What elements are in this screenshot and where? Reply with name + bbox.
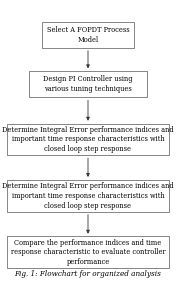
Text: Compare the performance indices and time
response characteristic to evaluate con: Compare the performance indices and time… bbox=[11, 238, 165, 266]
Text: Select A FOPDT Process
Model: Select A FOPDT Process Model bbox=[47, 26, 129, 44]
FancyBboxPatch shape bbox=[7, 123, 169, 155]
Text: Determine Integral Error performance indices and
important time response charact: Determine Integral Error performance ind… bbox=[2, 182, 174, 210]
FancyBboxPatch shape bbox=[7, 180, 169, 212]
Text: Determine Integral Error performance indices and
important time response charact: Determine Integral Error performance ind… bbox=[2, 126, 174, 153]
FancyBboxPatch shape bbox=[42, 22, 134, 48]
Text: Design PI Controller using
various tuning techniques: Design PI Controller using various tunin… bbox=[43, 75, 133, 93]
FancyBboxPatch shape bbox=[7, 236, 169, 268]
Text: Fig. 1: Flowchart for organized analysis: Fig. 1: Flowchart for organized analysis bbox=[15, 270, 161, 278]
FancyBboxPatch shape bbox=[29, 71, 147, 97]
